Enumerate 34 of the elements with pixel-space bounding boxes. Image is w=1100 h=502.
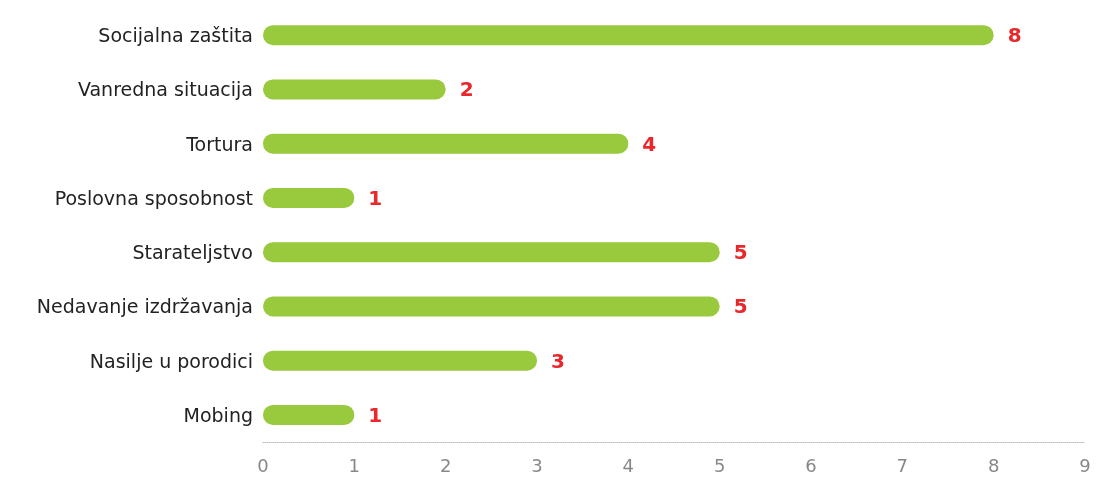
bar	[263, 79, 446, 100]
data-label: 5	[733, 240, 748, 265]
data-label: 5	[733, 294, 748, 319]
y-tick-label: Starateljstvo	[132, 241, 253, 264]
x-tick-label: 4	[622, 454, 635, 476]
data-label: 2	[459, 77, 474, 102]
x-tick-label: 6	[805, 454, 817, 476]
y-tick-label: Poslovna sposobnost	[54, 186, 253, 209]
y-tick-label: Nedavanje izdržavanja	[36, 295, 253, 318]
x-tick-label: 5	[713, 454, 726, 476]
x-tick-label: 8	[987, 454, 1000, 476]
bar	[263, 404, 355, 425]
data-label: 1	[368, 402, 383, 427]
x-tick-label: 9	[1079, 454, 1091, 476]
x-tick-label: 1	[348, 454, 361, 476]
x-tick-label: 7	[896, 454, 909, 476]
data-label: 8	[1007, 23, 1022, 48]
y-tick-label: Vanredna situacija	[77, 78, 253, 101]
data-label: 1	[368, 185, 383, 210]
x-tick-label: 2	[439, 454, 452, 476]
y-tick-label: Socijalna zaštita	[98, 24, 253, 47]
y-tick-label: Tortura	[185, 132, 253, 155]
y-tick-label: Nasilje u porodici	[89, 349, 253, 372]
bar	[263, 187, 355, 208]
x-tick-label: 3	[531, 454, 543, 476]
x-tick-label: 0	[257, 454, 269, 476]
bar	[263, 296, 720, 317]
data-label: 4	[642, 131, 657, 156]
bar	[263, 133, 629, 154]
bar	[263, 242, 720, 263]
data-label: 3	[551, 348, 565, 373]
bar	[263, 25, 994, 46]
y-tick-label: Mobing	[183, 403, 253, 426]
bar	[263, 350, 537, 371]
